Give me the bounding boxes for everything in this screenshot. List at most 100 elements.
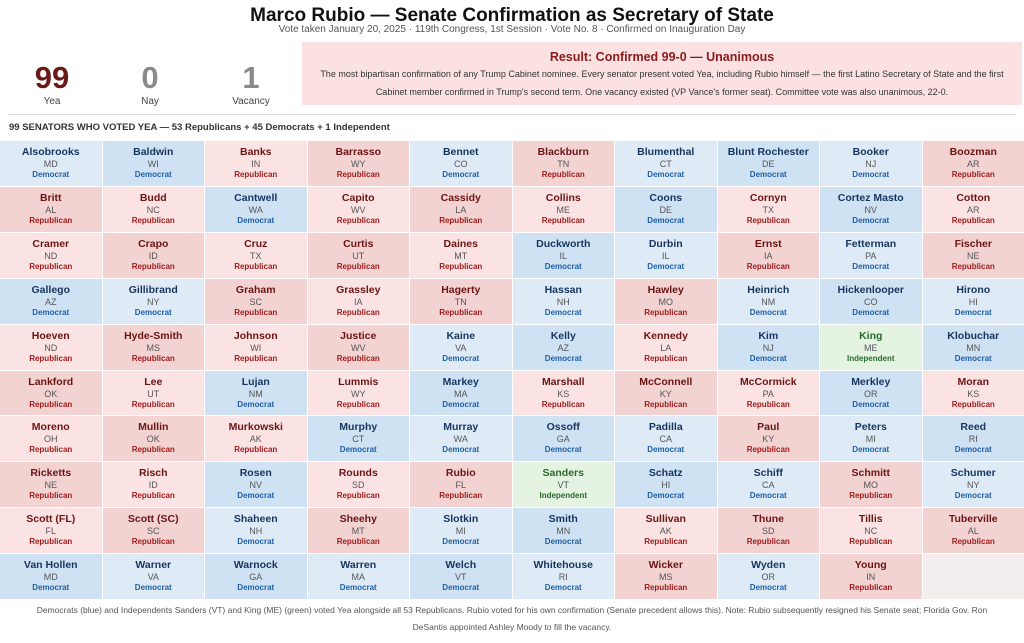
senator-party: Democrat	[749, 353, 787, 363]
senator-name: Curtis	[343, 237, 374, 250]
senator-name: Marshall	[541, 375, 585, 388]
senator-name: King	[859, 329, 883, 342]
senator-party: Republican	[644, 583, 688, 593]
senator-state: CT	[352, 434, 365, 445]
senator-state: FL	[455, 480, 466, 491]
senator-card: Sheehy MT Republican	[307, 508, 409, 554]
result-box: Result: Confirmed 99-0 — Unanimous The m…	[302, 42, 1022, 105]
senator-name: Coons	[649, 191, 683, 204]
senator-party: Republican	[644, 537, 688, 547]
empty-cell	[922, 554, 1024, 599]
senator-state: ME	[864, 342, 878, 353]
senator-name: Fischer	[954, 237, 992, 250]
senator-state: CT	[659, 159, 672, 169]
footer: Democrats (blue) and Independents Sander…	[36, 605, 988, 632]
senator-state: HI	[661, 480, 671, 491]
senator-card: Barrasso WY Republican	[307, 141, 409, 186]
senator-state: VT	[557, 480, 569, 491]
senator-card: Hoeven ND Republican	[0, 324, 102, 370]
senator-name: Lummis	[338, 375, 379, 388]
senator-card: Marshall KS Republican	[512, 370, 614, 416]
senator-name: Crapo	[138, 237, 169, 250]
senator-state: MN	[966, 342, 981, 353]
senator-name: Schiff	[753, 467, 783, 480]
senator-party: Democrat	[544, 307, 582, 317]
senator-party: Republican	[131, 399, 175, 409]
senator-name: Wyden	[751, 559, 786, 572]
senator-party: Republican	[29, 399, 73, 409]
senator-party: Republican	[746, 537, 790, 547]
senator-party: Democrat	[749, 307, 787, 317]
senator-party: Republican	[29, 353, 73, 363]
senator-card: Murphy CT Democrat	[307, 416, 409, 462]
senator-card: Britt AL Republican	[0, 186, 102, 232]
senator-party: Independent	[539, 491, 588, 501]
senator-name: Whitehouse	[533, 559, 594, 572]
senator-name: Kim	[758, 329, 779, 342]
senator-name: Thune	[752, 513, 785, 526]
senator-state: IA	[763, 250, 773, 261]
senator-card: Schatz HI Democrat	[615, 462, 717, 508]
senator-card: Fetterman PA Democrat	[820, 232, 922, 278]
senator-state: WA	[453, 434, 468, 445]
senator-party: Democrat	[749, 170, 787, 179]
senator-card: Fischer NE Republican	[922, 232, 1024, 278]
senator-party: Democrat	[134, 307, 172, 317]
senator-name: Bennet	[442, 146, 479, 158]
senator-party: Republican	[29, 215, 73, 225]
senator-name: Banks	[239, 146, 272, 158]
senator-name: Cantwell	[234, 191, 278, 204]
senator-state: VT	[454, 572, 467, 583]
senator-state: GA	[556, 434, 570, 445]
senator-state: UT	[147, 388, 160, 399]
senator-state: MS	[146, 342, 161, 353]
senator-state: AR	[966, 204, 980, 215]
senator-state: NJ	[865, 159, 877, 169]
senator-name: Warnock	[233, 559, 278, 572]
senator-card: Baldwin WI Democrat	[102, 141, 204, 186]
senator-name: Grassley	[336, 283, 381, 296]
senator-party: Democrat	[134, 170, 172, 179]
senator-card: Cramer ND Republican	[0, 232, 102, 278]
senator-grid: Alsobrooks MD Democrat Baldwin WI Democrat Ban…	[0, 141, 1024, 599]
senator-name: Markey	[442, 375, 479, 388]
senator-name: Britt	[39, 191, 62, 204]
senator-party: Republican	[131, 261, 175, 271]
senator-name: Rosen	[239, 467, 272, 480]
senator-name: Heinrich	[747, 283, 790, 296]
senator-party: Republican	[541, 399, 585, 409]
senator-state: MI	[455, 526, 466, 537]
senator-name: Van Hollen	[23, 559, 78, 572]
senator-name: Tillis	[858, 513, 883, 526]
senator-name: Collins	[545, 191, 581, 204]
senator-party: Democrat	[442, 445, 480, 455]
senator-state: TX	[762, 204, 774, 215]
senator-card: Blackburn TN Republican	[512, 141, 614, 186]
senator-party: Republican	[336, 215, 380, 225]
senator-state: NM	[248, 388, 263, 399]
senator-name: Hoeven	[31, 329, 70, 342]
senator-card: Cruz TX Republican	[205, 232, 307, 278]
senator-party: Republican	[644, 399, 688, 409]
senator-state: RI	[558, 572, 568, 583]
senator-card: Murray WA Democrat	[410, 416, 512, 462]
senator-card: McConnell KY Republican	[615, 370, 717, 416]
senator-state: MO	[863, 480, 879, 491]
senator-state: NY	[146, 296, 160, 307]
senator-card: Graham SC Republican	[205, 278, 307, 324]
senator-party: Democrat	[32, 583, 70, 593]
senator-party: Republican	[29, 491, 73, 501]
senator-state: AK	[659, 526, 672, 537]
senator-name: Schmitt	[851, 467, 890, 480]
senator-party: Republican	[951, 399, 995, 409]
senator-state: OK	[146, 434, 160, 445]
senator-card: Booker NJ Democrat	[820, 141, 922, 186]
senator-card: Schiff CA Democrat	[717, 462, 819, 508]
senator-party: Democrat	[237, 491, 275, 501]
senator-card: Grassley IA Republican	[307, 278, 409, 324]
senator-state: ID	[148, 250, 158, 261]
senator-party: Republican	[234, 307, 278, 317]
senator-name: Schumer	[950, 467, 996, 480]
senator-card: Crapo ID Republican	[102, 232, 204, 278]
senator-name: Blackburn	[537, 146, 589, 158]
